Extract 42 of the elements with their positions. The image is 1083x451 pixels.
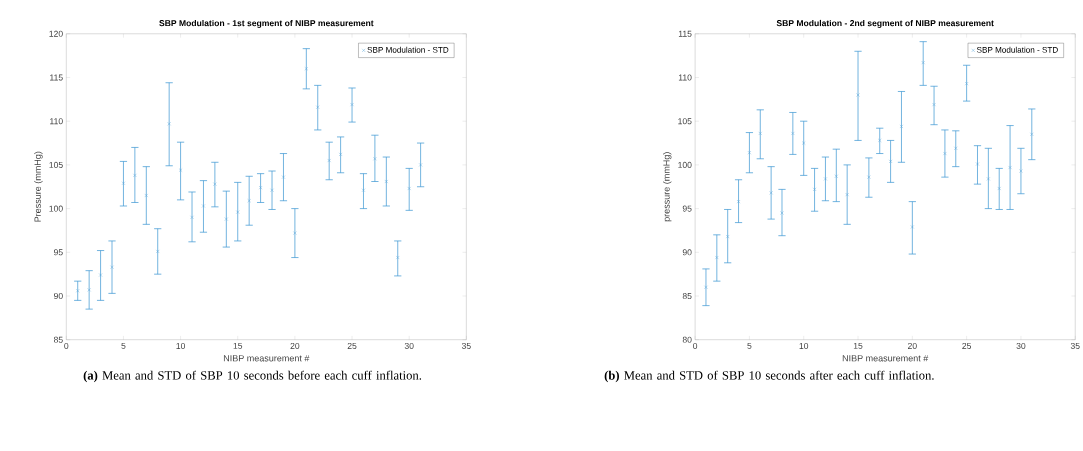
- y-tick-label: 100: [678, 162, 692, 169]
- y-tick-label: 105: [678, 118, 692, 125]
- y-tick-label: 95: [682, 205, 692, 212]
- chart-title: SBP Modulation - 2nd segment of NIBP measurement: [776, 20, 994, 29]
- y-axis-title: pressure (mmHg): [663, 152, 672, 222]
- y-tick-label: 90: [53, 293, 63, 300]
- legend-label: SBP Modulation - STD: [367, 46, 449, 53]
- x-tick-label: 25: [962, 343, 972, 350]
- y-tick-label: 80: [682, 336, 692, 343]
- x-tick-label: 35: [1070, 343, 1080, 350]
- x-tick-label: 35: [461, 343, 471, 350]
- y-tick-label: 110: [678, 74, 692, 81]
- legend-label: SBP Modulation - STD: [976, 46, 1058, 53]
- x-tick-label: 15: [853, 343, 863, 350]
- x-tick-label: 30: [1016, 343, 1026, 350]
- x-tick-label: 25: [347, 343, 357, 350]
- x-tick-label: 20: [907, 343, 917, 350]
- y-tick-label: 90: [682, 249, 692, 256]
- y-tick-label: 110: [50, 118, 63, 125]
- y-axis-title: Pressure (mmHg): [34, 151, 43, 222]
- x-axis-title: NIBP measurement #: [223, 355, 310, 362]
- x-tick-label: 10: [176, 343, 186, 350]
- y-tick-label: 120: [49, 30, 63, 37]
- y-tick-label: 105: [49, 162, 63, 169]
- chart-title: SBP Modulation - 1st segment of NIBP measurement: [159, 20, 374, 29]
- y-tick-label: 95: [53, 249, 63, 256]
- y-tick-label: 85: [682, 293, 692, 300]
- x-tick-label: 10: [799, 343, 809, 350]
- y-tick-label: 100: [49, 205, 63, 212]
- y-tick-label: 115: [678, 30, 692, 37]
- x-tick-label: 20: [290, 343, 300, 350]
- text: (b) Mean and STD of SBP 10 seconds after each cuff inflation.: [604, 370, 934, 383]
- x-tick-label: 15: [233, 343, 243, 350]
- x-tick-label: 5: [121, 343, 126, 350]
- y-tick-label: 85: [53, 336, 63, 343]
- x-axis-title: NIBP measurement #: [842, 355, 929, 362]
- text: (a) Mean and STD of SBP 10 seconds before each cuff inflation.: [83, 370, 422, 383]
- x-tick-label: 0: [64, 343, 69, 350]
- x-tick-label: 30: [404, 343, 414, 350]
- x-tick-label: 5: [747, 343, 752, 350]
- x-tick-label: 0: [693, 343, 698, 350]
- y-tick-label: 115: [50, 74, 63, 81]
